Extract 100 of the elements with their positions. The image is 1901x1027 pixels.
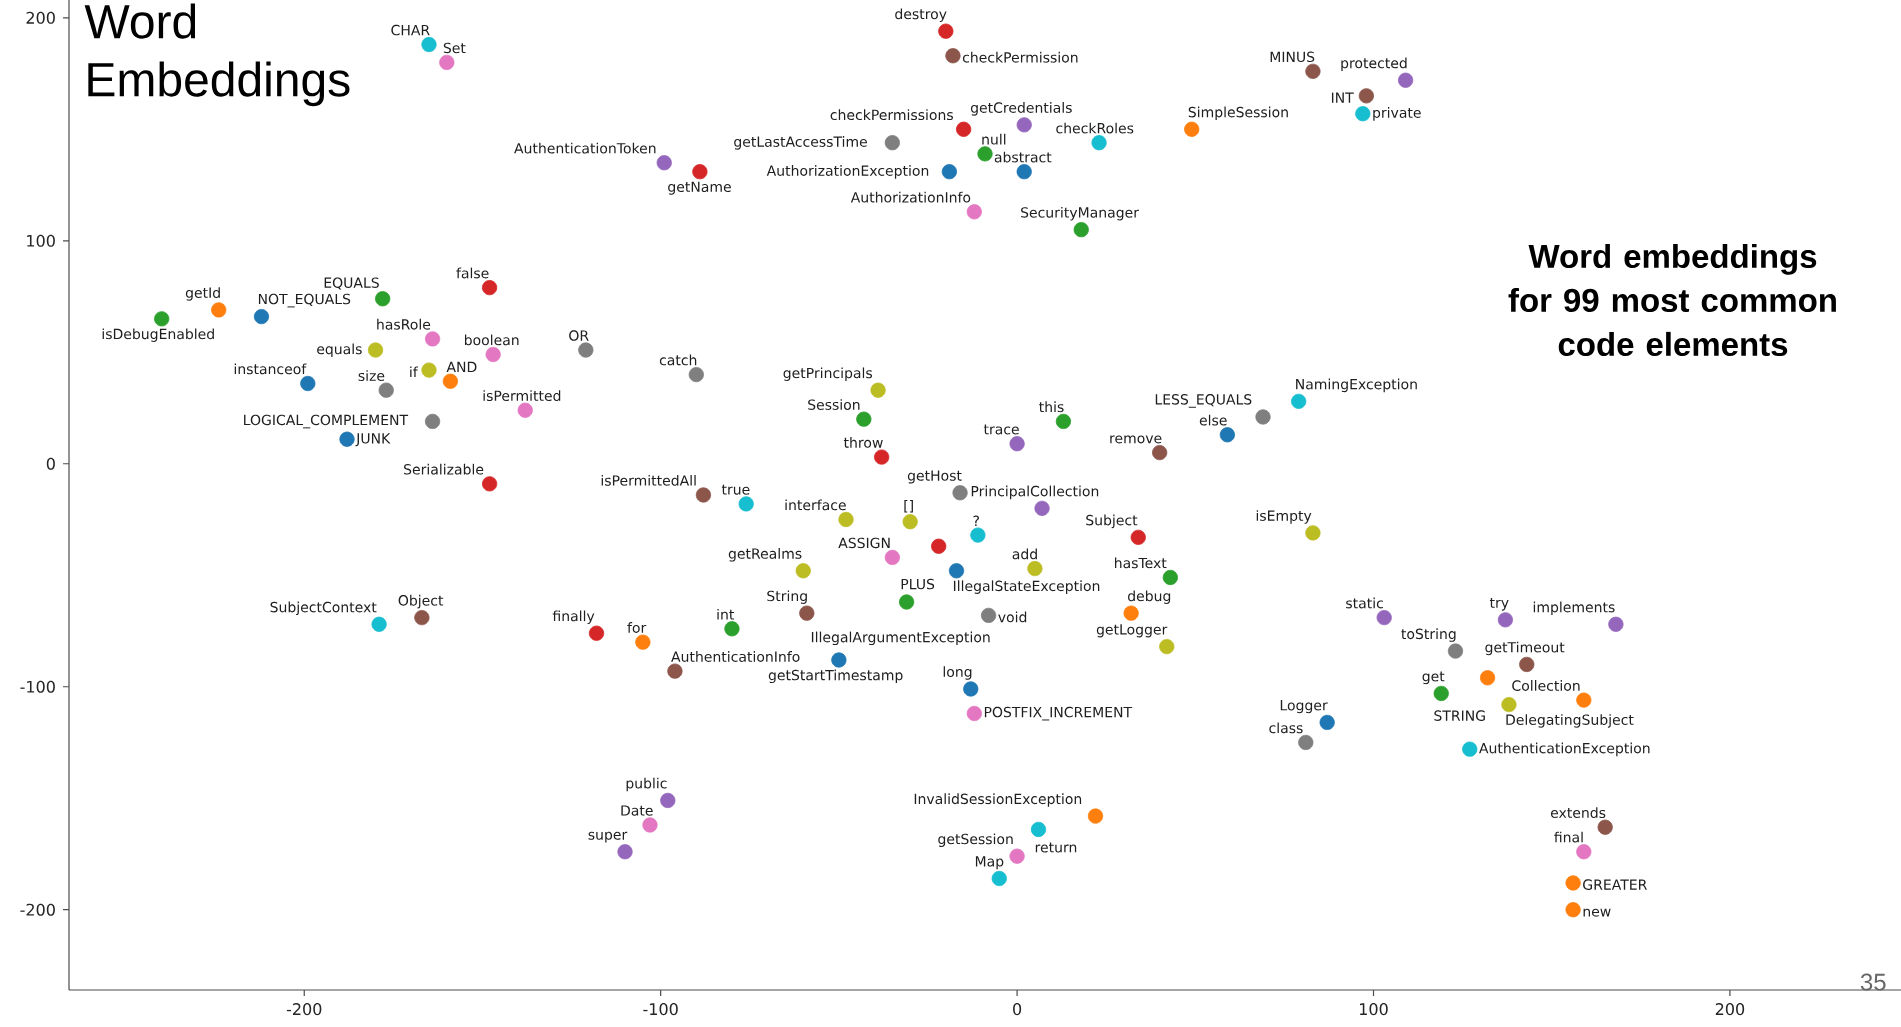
annotation: Session — [808, 399, 860, 410]
annotation: equals — [317, 343, 362, 358]
annotation: isEmpty — [1256, 510, 1312, 524]
annotation: static — [1346, 597, 1383, 609]
annotation: SecurityManager — [1021, 206, 1139, 221]
annotation: return — [1035, 842, 1077, 853]
annotation: super — [588, 831, 628, 843]
annotation: GREATER — [1583, 879, 1647, 890]
annotation: Date — [621, 805, 653, 816]
annotation: checkRoles — [1056, 122, 1134, 134]
annotation: LESS_EQUALS — [1155, 394, 1252, 408]
annotation: getHost — [907, 470, 962, 484]
annotation: hasRole — [377, 318, 431, 330]
annotation: instanceof — [234, 363, 307, 375]
x-tick-label: 100 — [1360, 1003, 1388, 1016]
annotation: OR — [569, 330, 589, 341]
annotation: AuthenticationException — [1479, 742, 1650, 757]
annotation: remove — [1110, 435, 1162, 444]
annotation: [] — [904, 500, 913, 513]
annotation: try — [1489, 597, 1509, 611]
annotation: SubjectContext — [270, 601, 377, 616]
annotation: Map — [975, 856, 1004, 870]
annotation: getCredentials — [970, 102, 1072, 116]
annotation: extends — [1550, 807, 1606, 818]
y-tick-label: -200 — [20, 903, 55, 916]
annotation: protected — [1341, 57, 1407, 72]
annotation: toString — [1401, 628, 1456, 642]
text: Word Embeddings — [84, 3, 350, 107]
text: Word embeddings for 99 most common code elements — [1508, 243, 1836, 357]
annotation: else — [1199, 414, 1227, 426]
annotation: Subject — [1086, 514, 1138, 529]
y-tick-label: 0 — [46, 457, 55, 470]
annotation: final — [1554, 831, 1583, 843]
annotation: checkPermissions — [830, 109, 953, 121]
annotation: IllegalStateException — [953, 580, 1100, 594]
annotation: getSession — [938, 833, 1013, 847]
annotation: isPermittedAll — [601, 474, 696, 486]
annotation: add — [1012, 548, 1037, 560]
annotation: SimpleSession — [1188, 106, 1288, 121]
annotation: AND — [446, 361, 477, 373]
annotation: String — [767, 590, 807, 604]
x-tick-label: -100 — [643, 1003, 678, 1016]
annotation: POSTFIX_INCREMENT — [984, 706, 1133, 721]
annotation: PLUS — [901, 578, 935, 590]
annotation: AuthorizationException — [766, 165, 929, 179]
annotation: getStartTimestamp — [768, 669, 903, 684]
annotation: IllegalArgumentException — [811, 631, 990, 646]
annotation: long — [943, 666, 972, 680]
x-tick-label: 0 — [1013, 1003, 1022, 1016]
annotation: getLogger — [1096, 624, 1168, 638]
annotation: destroy — [895, 8, 947, 22]
annotation: false — [456, 267, 489, 279]
annotation: Serializable — [404, 463, 484, 475]
annotation: getPrincipals — [783, 367, 873, 381]
annotation: Set — [443, 42, 466, 54]
annotation: 35 — [1860, 973, 1886, 991]
annotation: EQUALS — [324, 277, 379, 290]
annotation: AuthorizationInfo — [850, 191, 971, 203]
annotation: NOT_EQUALS — [258, 293, 351, 308]
annotation: InvalidSessionException — [914, 793, 1082, 807]
annotation: size — [358, 370, 385, 381]
annotation: getLastAccessTime — [734, 136, 867, 150]
annotation: public — [626, 777, 667, 792]
annotation: getRealms — [728, 548, 802, 562]
annotation: get — [1422, 671, 1445, 685]
annotation: getTimeout — [1485, 641, 1565, 656]
annotation: new — [1583, 908, 1611, 917]
annotation: this — [1039, 401, 1064, 413]
annotation: Logger — [1280, 700, 1328, 714]
annotation: JUNK — [355, 433, 391, 447]
annotation: NamingException — [1296, 378, 1417, 393]
annotation: ? — [973, 515, 979, 526]
annotation: for — [627, 622, 647, 633]
y-tick-label: 100 — [27, 234, 55, 247]
annotation: boolean — [464, 334, 519, 346]
annotation: AuthenticationInfo — [671, 651, 800, 662]
annotation: ASSIGN — [838, 537, 890, 549]
annotation: interface — [785, 499, 846, 511]
annotation: private — [1373, 107, 1421, 121]
annotation: Object — [398, 594, 444, 609]
annotation: debug — [1128, 590, 1171, 604]
annotation: checkPermission — [962, 51, 1078, 63]
annotation: throw — [843, 437, 883, 448]
annotation: STRING — [1434, 710, 1485, 721]
annotation: DelegatingSubject — [1506, 714, 1634, 728]
annotation: abstract — [994, 151, 1052, 163]
annotation: isPermitted — [483, 390, 561, 402]
annotation: MINUS — [1270, 51, 1315, 63]
annotation: true — [721, 484, 750, 495]
annotation: null — [982, 133, 1006, 145]
annotation: getId — [185, 287, 220, 301]
annotation: class — [1269, 722, 1303, 734]
annotation: CHAR — [391, 24, 430, 36]
annotation: if — [410, 366, 419, 378]
x-tick-label: 200 — [1715, 1003, 1745, 1016]
annotation: isDebugEnabled — [102, 328, 214, 342]
annotation: int — [717, 608, 735, 620]
x-tick-label: -200 — [286, 1003, 322, 1016]
annotation: getName — [668, 181, 731, 195]
annotation: AuthenticationToken — [514, 142, 656, 154]
